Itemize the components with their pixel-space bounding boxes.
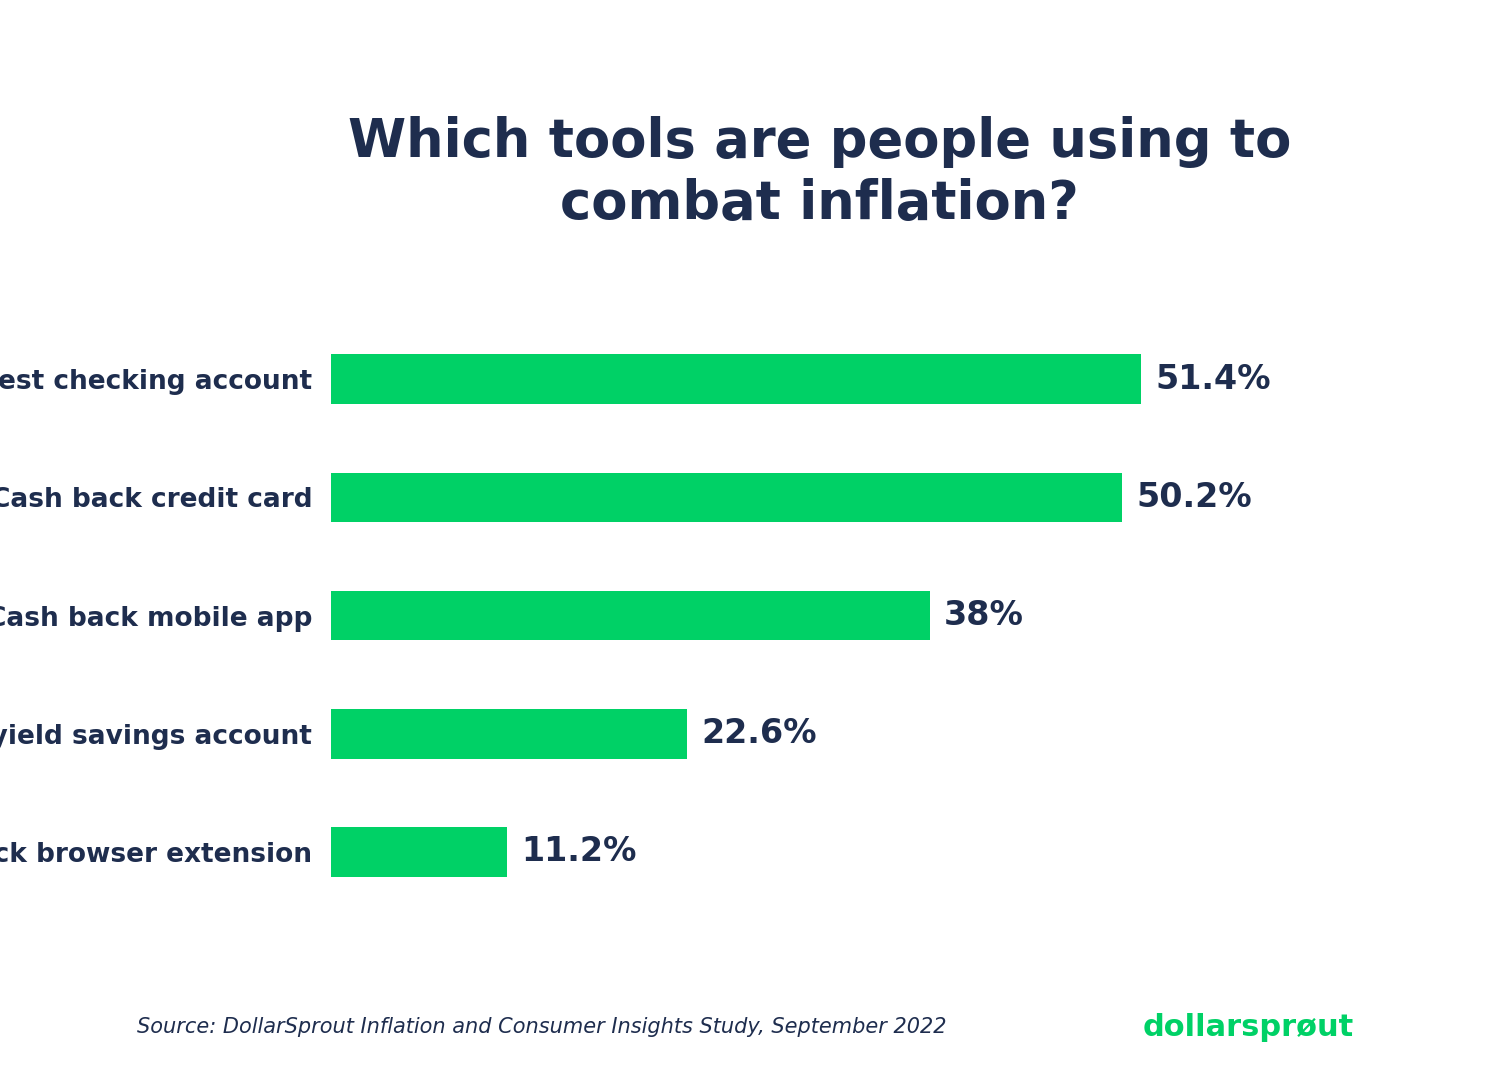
Text: dollarsprøut: dollarsprøut <box>1143 1013 1354 1042</box>
Text: 38%: 38% <box>945 599 1024 632</box>
Title: Which tools are people using to
combat inflation?: Which tools are people using to combat i… <box>347 116 1292 230</box>
Bar <box>331 591 929 640</box>
Bar <box>331 354 1142 404</box>
Text: 51.4%: 51.4% <box>1155 363 1271 395</box>
Text: Source: DollarSprout Inflation and Consumer Insights Study, September 2022: Source: DollarSprout Inflation and Consu… <box>137 1016 946 1037</box>
Text: 11.2%: 11.2% <box>522 836 638 868</box>
Text: 22.6%: 22.6% <box>701 717 817 751</box>
Text: 50.2%: 50.2% <box>1137 481 1253 514</box>
Bar <box>331 827 507 877</box>
Bar <box>331 473 1122 523</box>
Bar <box>331 708 687 758</box>
